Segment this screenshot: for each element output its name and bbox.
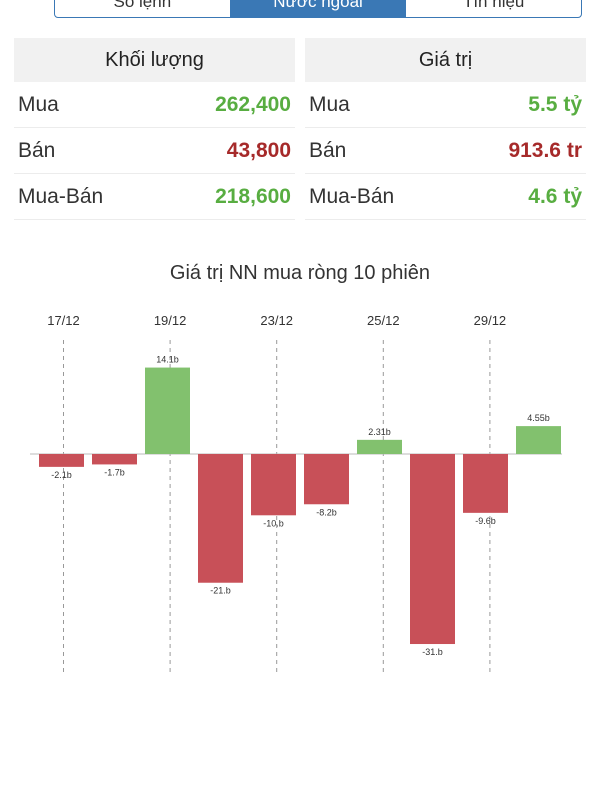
volume-header: Khối lượng — [14, 38, 295, 82]
date-label: 19/12 — [154, 313, 187, 328]
date-label: 23/12 — [260, 313, 293, 328]
row-label: Bán — [309, 138, 347, 162]
row-label: Mua — [309, 92, 350, 116]
date-label: 17/12 — [47, 313, 80, 328]
value-net-row: Mua-Bán 4.6 tỷ — [305, 174, 586, 220]
value-header: Giá trị — [305, 38, 586, 82]
value-net-value: 4.6 tỷ — [528, 184, 582, 208]
bar — [251, 454, 296, 516]
tab-signals[interactable]: Tín hiệu — [405, 0, 581, 17]
row-label: Mua-Bán — [309, 184, 395, 208]
bar — [357, 439, 402, 454]
foreign-stats: Khối lượng Mua 262,400 Bán 43,800 Mua-Bá… — [14, 38, 586, 220]
tab-bar: Sổ lệnh Nước ngoài Tín hiệu — [54, 0, 582, 18]
net-buy-chart: 17/12 19/12 23/12 25/12 29/12 -2.1b -1.7b 14.1b… — [30, 313, 562, 676]
bar — [39, 454, 84, 467]
bar — [410, 454, 455, 645]
data-label: -8.2b — [316, 507, 337, 517]
data-label: -10.b — [263, 518, 284, 528]
bar — [198, 454, 243, 583]
data-label: -21.b — [210, 586, 231, 596]
volume-column: Khối lượng Mua 262,400 Bán 43,800 Mua-Bá… — [14, 38, 295, 220]
value-sell-row: Bán 913.6 tr — [305, 128, 586, 174]
bar — [304, 454, 349, 505]
data-label: -1.7b — [104, 467, 125, 477]
value-buy-row: Mua 5.5 tỷ — [305, 82, 586, 128]
volume-buy-row: Mua 262,400 — [14, 82, 295, 128]
bar — [463, 454, 508, 513]
data-label: 4.55b — [527, 413, 550, 423]
date-label: 25/12 — [367, 313, 400, 328]
bar — [92, 454, 137, 465]
row-label: Mua — [18, 92, 59, 116]
value-sell-value: 913.6 tr — [508, 138, 582, 162]
bar — [516, 426, 561, 454]
volume-sell-row: Bán 43,800 — [14, 128, 295, 174]
data-label: -2.1b — [51, 470, 72, 480]
volume-buy-value: 262,400 — [215, 92, 291, 116]
data-label: 14.1b — [156, 355, 179, 365]
tab-foreign[interactable]: Nước ngoài — [229, 0, 406, 17]
data-label: -31.b — [422, 647, 443, 657]
volume-sell-value: 43,800 — [226, 138, 291, 162]
chart-title: Giá trị NN mua ròng 10 phiên — [169, 262, 431, 284]
volume-net-row: Mua-Bán 218,600 — [14, 174, 295, 220]
value-column: Giá trị Mua 5.5 tỷ Bán 913.6 tr Mua-Bán … — [305, 38, 586, 220]
row-label: Mua-Bán — [18, 184, 104, 208]
volume-net-value: 218,600 — [215, 184, 291, 208]
date-label: 29/12 — [474, 313, 507, 328]
value-buy-value: 5.5 tỷ — [528, 92, 582, 116]
data-label: 2.31b — [368, 427, 391, 437]
tab-order-book[interactable]: Sổ lệnh — [113, 0, 172, 11]
data-label: -9.6b — [475, 516, 496, 526]
row-label: Bán — [18, 138, 56, 162]
bar — [145, 367, 190, 454]
